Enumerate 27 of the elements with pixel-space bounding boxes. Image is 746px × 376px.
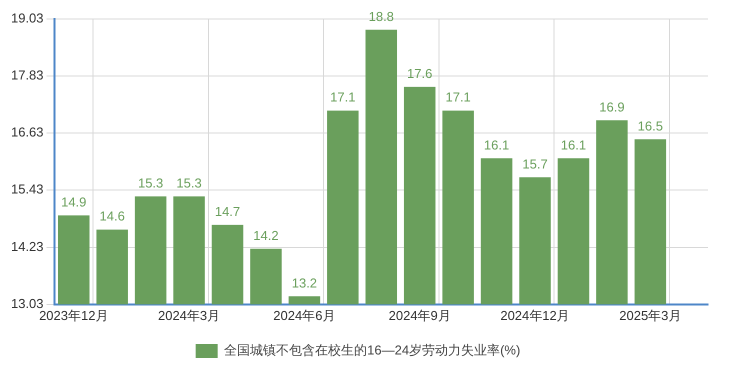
- x-tick-label: 2025年3月: [619, 308, 682, 323]
- data-label: 13.2: [292, 275, 318, 290]
- data-label: 17.1: [330, 90, 356, 105]
- y-tick-label: 16.63: [10, 124, 44, 140]
- data-label: 16.1: [560, 137, 586, 152]
- data-label: 16.5: [638, 118, 663, 134]
- data-label: 18.8: [368, 8, 394, 24]
- y-tick-label: 14.23: [10, 238, 44, 254]
- data-label: 14.2: [253, 228, 279, 243]
- data-label: 15.3: [138, 175, 164, 190]
- data-label: 15.3: [176, 175, 202, 190]
- data-label: 17.6: [407, 66, 432, 81]
- y-tick-label: 15.43: [10, 182, 44, 197]
- data-label: 14.6: [100, 208, 125, 224]
- data-label: 17.1: [445, 90, 471, 105]
- y-tick-label: 19.03: [10, 10, 44, 26]
- data-label: 16.1: [484, 137, 510, 152]
- x-tick-label: 2024年3月: [158, 308, 220, 323]
- data-label: 15.7: [522, 156, 548, 172]
- y-tick-label: 17.83: [10, 68, 44, 82]
- data-label: 16.9: [599, 99, 625, 114]
- data-label: 14.9: [61, 194, 86, 210]
- x-tick-label: 2024年6月: [273, 308, 336, 323]
- data-label: 14.7: [214, 204, 240, 219]
- legend-label: 全国城镇不包含在校生的16—24岁劳动力失业率(%): [224, 342, 520, 358]
- x-tick-label: 2024年9月: [388, 308, 451, 323]
- x-tick-label: 2024年12月: [500, 308, 570, 323]
